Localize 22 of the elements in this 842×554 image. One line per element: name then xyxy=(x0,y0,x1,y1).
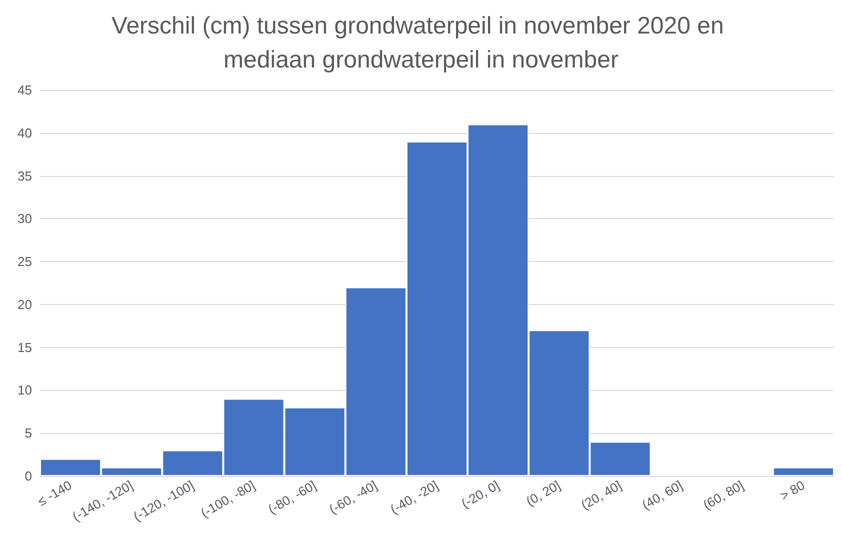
y-tick-label: 5 xyxy=(24,426,32,441)
x-tick-label: (60, 80] xyxy=(700,478,746,513)
y-tick-label: 45 xyxy=(18,82,32,98)
x-tick-label: (-40, -20] xyxy=(388,478,441,517)
x-tick-label: (-20, 0] xyxy=(458,478,502,512)
x-tick-label: (40, 60] xyxy=(639,478,686,513)
y-tick-label: 35 xyxy=(18,168,32,184)
y-tick-label: 30 xyxy=(18,211,32,226)
y-tick-label: 40 xyxy=(18,125,32,140)
x-tick-label: (20, 40] xyxy=(578,478,624,513)
x-tick-label: (-60, -40] xyxy=(326,478,380,517)
x-tick-label: (0, 20] xyxy=(524,478,563,509)
y-tick-label: 15 xyxy=(18,340,32,355)
x-tick-label: (-80, -60] xyxy=(265,478,319,517)
bar xyxy=(772,467,834,476)
x-tick-label: ≤ -140 xyxy=(34,478,74,509)
chart-title: Verschil (cm) tussen grondwaterpeil in november 2020 en mediaan grondwaterpeil in november xyxy=(112,12,730,74)
y-tick-label: 25 xyxy=(18,254,32,270)
y-tick-label: 0 xyxy=(24,468,32,484)
y-tick-label: 20 xyxy=(18,296,32,312)
x-tick-label: > 80 xyxy=(778,478,808,504)
y-tick-label: 10 xyxy=(18,382,32,398)
